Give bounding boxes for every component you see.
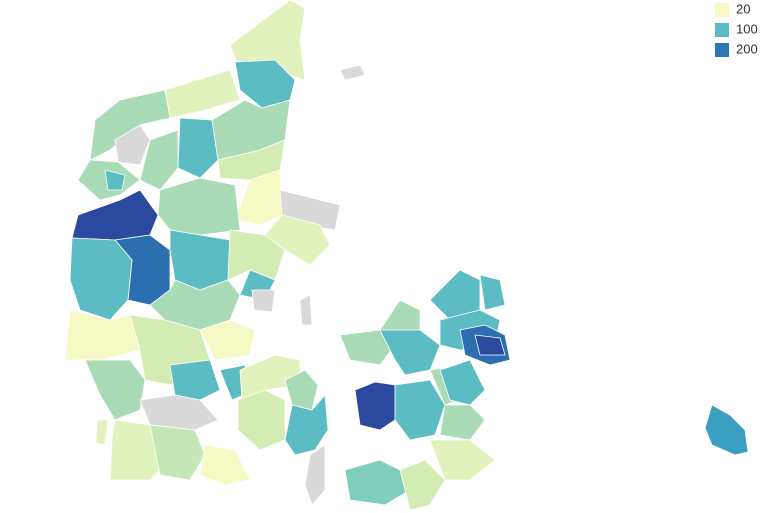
legend-swatch (715, 23, 729, 37)
legend-label: 200 (736, 41, 758, 56)
region (199, 319, 256, 361)
region (304, 444, 326, 506)
region (251, 289, 276, 313)
region (344, 459, 411, 506)
region (429, 439, 496, 481)
region (394, 379, 446, 441)
region (354, 381, 396, 431)
island (339, 64, 366, 81)
region (71, 189, 159, 241)
region (95, 419, 109, 446)
region (284, 369, 319, 411)
region (69, 237, 133, 321)
region (399, 459, 446, 511)
legend-label: 100 (736, 21, 758, 36)
legend-swatch (715, 43, 729, 57)
region (429, 269, 481, 321)
region (439, 359, 486, 406)
region (704, 404, 749, 456)
region (157, 177, 241, 236)
region (177, 117, 219, 179)
region (169, 229, 231, 291)
region (139, 394, 219, 431)
region (237, 389, 286, 451)
region (474, 334, 506, 356)
island (299, 294, 313, 326)
legend-label: 20 (736, 1, 750, 16)
region (104, 169, 126, 191)
region (89, 89, 171, 161)
legend-swatch (715, 3, 729, 17)
region (199, 444, 251, 486)
region (114, 124, 151, 166)
region (439, 404, 486, 441)
region (169, 359, 221, 401)
region (139, 129, 179, 191)
region (149, 424, 206, 481)
municipalities (64, 0, 749, 511)
region (284, 394, 329, 456)
region (479, 274, 506, 311)
legend: 20 100 200 (715, 1, 758, 57)
region (84, 359, 146, 421)
